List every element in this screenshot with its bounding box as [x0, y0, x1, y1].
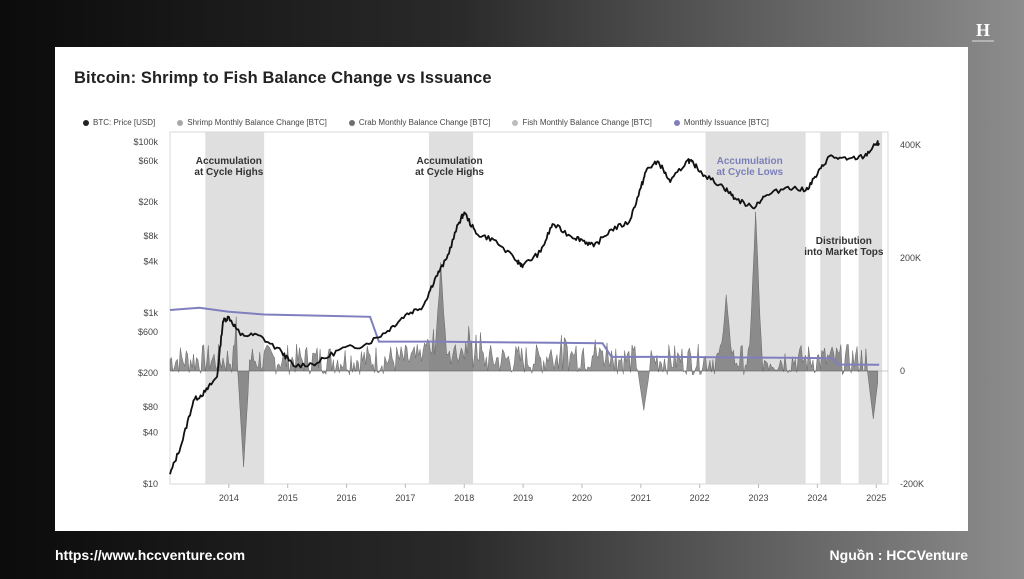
x-tick-label: 2023: [749, 493, 769, 503]
legend-label: Crab Monthly Balance Change [BTC]: [358, 118, 491, 127]
x-tick-label: 2025: [866, 493, 886, 503]
legend-label: BTC: Price [USD]: [93, 118, 156, 127]
brand-logo-icon: H: [966, 18, 1000, 46]
legend-dot-icon: [348, 119, 355, 126]
highlight-band: [205, 132, 265, 484]
annotation-text: Accumulation: [416, 156, 482, 167]
annotation-text: into Market Tops: [804, 247, 884, 258]
legend-dot-icon: [673, 119, 680, 126]
annotation-text: Accumulation: [196, 156, 262, 167]
highlight-band: [858, 132, 883, 484]
legend-dot-icon: [177, 119, 184, 126]
y-right-tick-label: -200K: [900, 479, 924, 489]
annotation-text: Distribution: [816, 236, 872, 247]
y-left-tick-label: $1k: [143, 308, 158, 318]
x-tick-label: 2017: [395, 493, 415, 503]
highlight-band: [820, 132, 841, 484]
legend-item[interactable]: Monthly Issuance [BTC]: [673, 118, 769, 127]
x-tick-label: 2018: [454, 493, 474, 503]
chart-card: Bitcoin: Shrimp to Fish Balance Change v…: [55, 47, 968, 531]
y-left-tick-label: $4k: [143, 257, 158, 267]
price-line: [169, 140, 880, 475]
legend-item[interactable]: BTC: Price [USD]: [83, 118, 155, 127]
x-tick-label: 2016: [337, 493, 357, 503]
x-tick-label: 2020: [572, 493, 592, 503]
x-tick-label: 2022: [690, 493, 710, 503]
website-url[interactable]: https://www.hccventure.com: [55, 547, 246, 563]
y-right-tick-label: 0: [900, 366, 905, 376]
x-tick-label: 2014: [219, 493, 239, 503]
crab-balance-area: [169, 211, 878, 468]
annotation-text: Accumulation: [717, 156, 783, 167]
chart-legend: BTC: Price [USD] Shrimp Monthly Balance C…: [83, 118, 791, 127]
y-right-tick-label: 400K: [900, 140, 921, 150]
y-left-tick-label: $40: [143, 428, 158, 438]
legend-dot-icon: [83, 119, 89, 126]
issuance-line: [169, 306, 880, 366]
legend-label: Shrimp Monthly Balance Change [BTC]: [187, 118, 327, 127]
annotation-text: at Cycle Lows: [716, 167, 783, 178]
y-left-tick-label: $200: [138, 368, 158, 378]
y-left-tick-label: $10: [143, 479, 158, 489]
y-left-tick-label: $80: [143, 402, 158, 412]
y-left-tick-label: $8k: [143, 231, 158, 241]
annotation-text: at Cycle Highs: [415, 167, 484, 178]
source-credit: Nguồn : HCCVenture: [829, 547, 968, 563]
chart-title: Bitcoin: Shrimp to Fish Balance Change v…: [74, 69, 492, 87]
legend-item[interactable]: Shrimp Monthly Balance Change [BTC]: [177, 118, 327, 127]
highlight-band: [428, 132, 474, 484]
x-tick-label: 2021: [631, 493, 651, 503]
chart-svg: 2014 2015 2016 2017 2018 2019 2020 2021 2022 2023…: [133, 131, 924, 503]
y-left-tick-label: $600: [138, 327, 158, 337]
y-right-tick-label: 200K: [900, 253, 921, 263]
x-tick-label: 2019: [513, 493, 533, 503]
x-tick-label: 2015: [278, 493, 298, 503]
legend-item[interactable]: Fish Monthly Balance Change [BTC]: [512, 118, 652, 127]
y-left-tick-label: $100k: [133, 137, 158, 147]
legend-label: Fish Monthly Balance Change [BTC]: [522, 118, 652, 127]
annotation-text: at Cycle Highs: [194, 167, 263, 178]
legend-item[interactable]: Crab Monthly Balance Change [BTC]: [348, 118, 491, 127]
legend-label: Monthly Issuance [BTC]: [683, 118, 769, 127]
legend-dot-icon: [512, 119, 519, 126]
svg-text:H: H: [976, 20, 990, 40]
x-tick-label: 2024: [807, 493, 827, 503]
y-left-tick-label: $20k: [138, 197, 158, 207]
y-left-tick-label: $60k: [138, 156, 158, 166]
